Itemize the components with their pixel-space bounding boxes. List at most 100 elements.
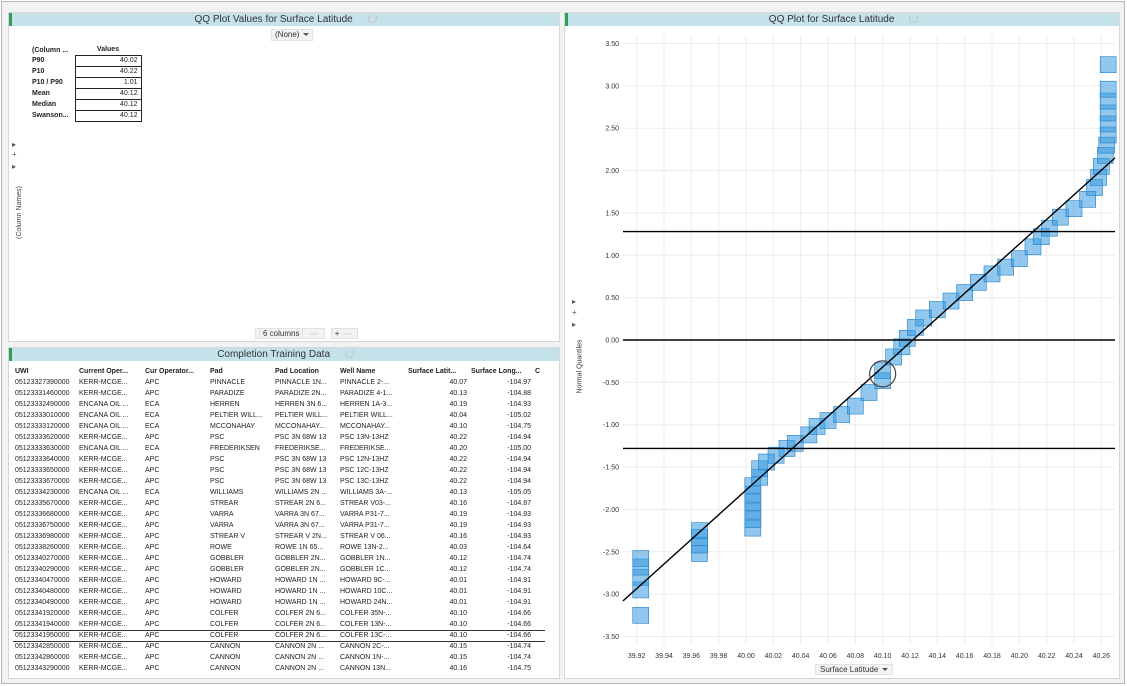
table-cell[interactable]: 05123336980000 — [15, 533, 70, 540]
table-cell[interactable]: ENCANA OIL ... — [79, 412, 129, 419]
table-cell[interactable]: HERREN 1A-3... — [340, 401, 393, 408]
column-header[interactable]: Pad — [210, 368, 223, 375]
table-cell[interactable]: GOBBLER — [210, 555, 244, 562]
table-cell[interactable]: KERR-MCGE... — [79, 610, 128, 617]
table-cell[interactable]: KERR-MCGE... — [79, 566, 128, 573]
table-cell[interactable]: VARRA P31-7... — [340, 522, 390, 529]
table-cell[interactable]: 05123343290000 — [15, 665, 70, 672]
table-cell[interactable]: -104.66 — [507, 620, 531, 628]
table-cell[interactable]: VARRA — [210, 522, 234, 529]
table-cell[interactable]: -104.88 — [507, 390, 531, 397]
table-cell[interactable]: -105.02 — [507, 412, 531, 419]
table-cell[interactable]: APC — [145, 522, 160, 529]
table-cell[interactable]: GOBBLER — [210, 566, 244, 573]
table-cell[interactable]: 05123333620000 — [15, 434, 70, 441]
table-cell[interactable]: COLFER 13N-... — [340, 620, 392, 628]
table-cell[interactable]: HOWARD — [210, 577, 242, 584]
column-header[interactable]: Current Oper... — [79, 368, 129, 375]
table-cell[interactable]: 05123341950000 — [13, 629, 77, 642]
table-row[interactable]: 05123331460000 KERR-MCGE... APC PARADIZE PAR… — [13, 388, 545, 399]
table-cell[interactable]: WILLIAMS 3A-... — [340, 489, 393, 496]
table-cell[interactable]: COLFER 35N-... — [340, 610, 392, 617]
table-cell[interactable]: HOWARD 10C... — [340, 588, 393, 595]
table-cell[interactable] — [533, 476, 545, 487]
table-cell[interactable]: APC — [145, 654, 160, 661]
table-cell[interactable]: GOBBLER 2N... — [275, 566, 326, 573]
table-cell[interactable]: 05123340490000 — [15, 599, 70, 606]
table-row[interactable]: 05123335670000 KERR-MCGE... APC STREAR STREA… — [13, 498, 545, 509]
values-col-header-values[interactable]: Values — [96, 46, 120, 54]
table-cell[interactable] — [533, 542, 545, 553]
table-cell[interactable]: HOWARD 1N ... — [275, 588, 326, 595]
table-cell[interactable] — [533, 553, 545, 564]
add-icon[interactable]: + — [12, 150, 17, 159]
table-cell[interactable]: -104.93 — [507, 511, 531, 518]
table-cell[interactable] — [533, 377, 545, 388]
table-cell[interactable]: KERR-MCGE... — [79, 379, 128, 386]
table-cell[interactable]: HERREN 3N 6... — [275, 401, 328, 408]
table-cell[interactable]: COLFER — [208, 629, 273, 642]
table-row[interactable]: 05123333650000 KERR-MCGE... APC PSC PSC 3N 6… — [13, 465, 545, 476]
table-cell[interactable] — [533, 586, 545, 597]
table-cell[interactable]: PARADIZE — [210, 390, 245, 397]
table-cell[interactable]: KERR-MCGE... — [79, 555, 128, 562]
table-cell[interactable]: VARRA P31-7... — [340, 511, 390, 518]
table-cell[interactable]: -105.00 — [507, 445, 531, 452]
table-cell[interactable]: 40.22 — [449, 456, 467, 463]
table-cell[interactable]: HERREN — [210, 401, 240, 408]
table-cell[interactable]: MCCONAHAY... — [275, 423, 325, 430]
table-cell[interactable]: 40.10 — [449, 423, 467, 430]
table-cell[interactable]: KERR-MCGE... — [79, 478, 128, 485]
table-row[interactable]: 05123342850000 KERR-MCGE... APC CANNON CANNO… — [13, 641, 545, 652]
table-cell[interactable]: CANNON 2N ... — [275, 643, 325, 651]
table-cell[interactable]: 40.16 — [449, 665, 467, 672]
values-row-value[interactable]: 40.02 — [74, 54, 142, 67]
values-row-value[interactable]: 40.22 — [74, 65, 142, 78]
table-cell[interactable]: MCCONAHAY — [210, 423, 255, 430]
table-cell[interactable]: 40.22 — [449, 467, 467, 474]
table-cell[interactable]: ECA — [145, 412, 160, 419]
table-cell[interactable]: PSC — [210, 467, 225, 474]
table-cell[interactable]: KERR-MCGE... — [77, 629, 143, 642]
table-cell[interactable] — [533, 410, 545, 421]
table-cell[interactable]: 05123333010000 — [15, 412, 70, 419]
table-cell[interactable]: VARRA 3N 67... — [275, 511, 325, 518]
table-row[interactable]: 05123340270000 KERR-MCGE... APC GOBBLER GOBB… — [13, 553, 545, 564]
table-cell[interactable]: VARRA 3N 67... — [275, 522, 325, 529]
table-cell[interactable]: 05123333670000 — [15, 478, 70, 485]
table-cell[interactable]: -104.74 — [507, 566, 531, 573]
table-cell[interactable] — [533, 388, 545, 399]
refresh-icon[interactable] — [909, 14, 919, 23]
table-cell[interactable]: 05123340290000 — [15, 566, 70, 573]
table-cell[interactable]: -104.91 — [507, 577, 531, 584]
table-cell[interactable]: APC — [145, 643, 160, 651]
table-cell[interactable]: FREDERIKSE... — [275, 445, 326, 452]
table-cell[interactable]: 05123333120000 — [15, 423, 70, 430]
table-cell[interactable]: APC — [145, 555, 160, 562]
table-cell[interactable]: FREDERIKSE... — [340, 445, 391, 452]
table-cell[interactable]: COLFER 13C-... — [338, 629, 406, 642]
table-cell[interactable] — [533, 443, 545, 454]
x-axis-selector[interactable]: Surface Latitude — [815, 664, 894, 675]
table-cell[interactable]: PSC 13C-13HZ — [340, 478, 389, 485]
column-header[interactable]: Pad Location — [275, 368, 319, 375]
table-cell[interactable]: PINNACLE 1N... — [275, 379, 327, 386]
table-cell[interactable]: KERR-MCGE... — [79, 434, 128, 441]
table-cell[interactable]: -104.64 — [507, 544, 531, 551]
table-cell[interactable]: ECA — [145, 445, 160, 452]
table-cell[interactable]: ROWE 13N-2... — [340, 544, 389, 551]
filter-dropdown[interactable]: (None) — [271, 29, 314, 41]
table-cell[interactable]: COLFER 2N 6... — [273, 629, 338, 642]
table-cell[interactable]: -104.74 — [507, 555, 531, 562]
table-cell[interactable]: APC — [145, 511, 160, 518]
values-row[interactable]: P90 40.02 — [29, 54, 142, 67]
table-cell[interactable]: COLFER 2N 6... — [275, 620, 326, 628]
table-cell[interactable]: KERR-MCGE... — [79, 511, 128, 518]
table-cell[interactable]: KERR-MCGE... — [79, 643, 128, 651]
table-cell[interactable]: APC — [145, 533, 160, 540]
table-cell[interactable] — [533, 652, 545, 663]
table-cell[interactable] — [533, 454, 545, 465]
table-cell[interactable]: GOBBLER 1N... — [340, 555, 391, 562]
table-cell[interactable]: STREAR 2N 6... — [275, 500, 326, 507]
table-cell[interactable]: ENCANA OIL ... — [79, 445, 129, 452]
